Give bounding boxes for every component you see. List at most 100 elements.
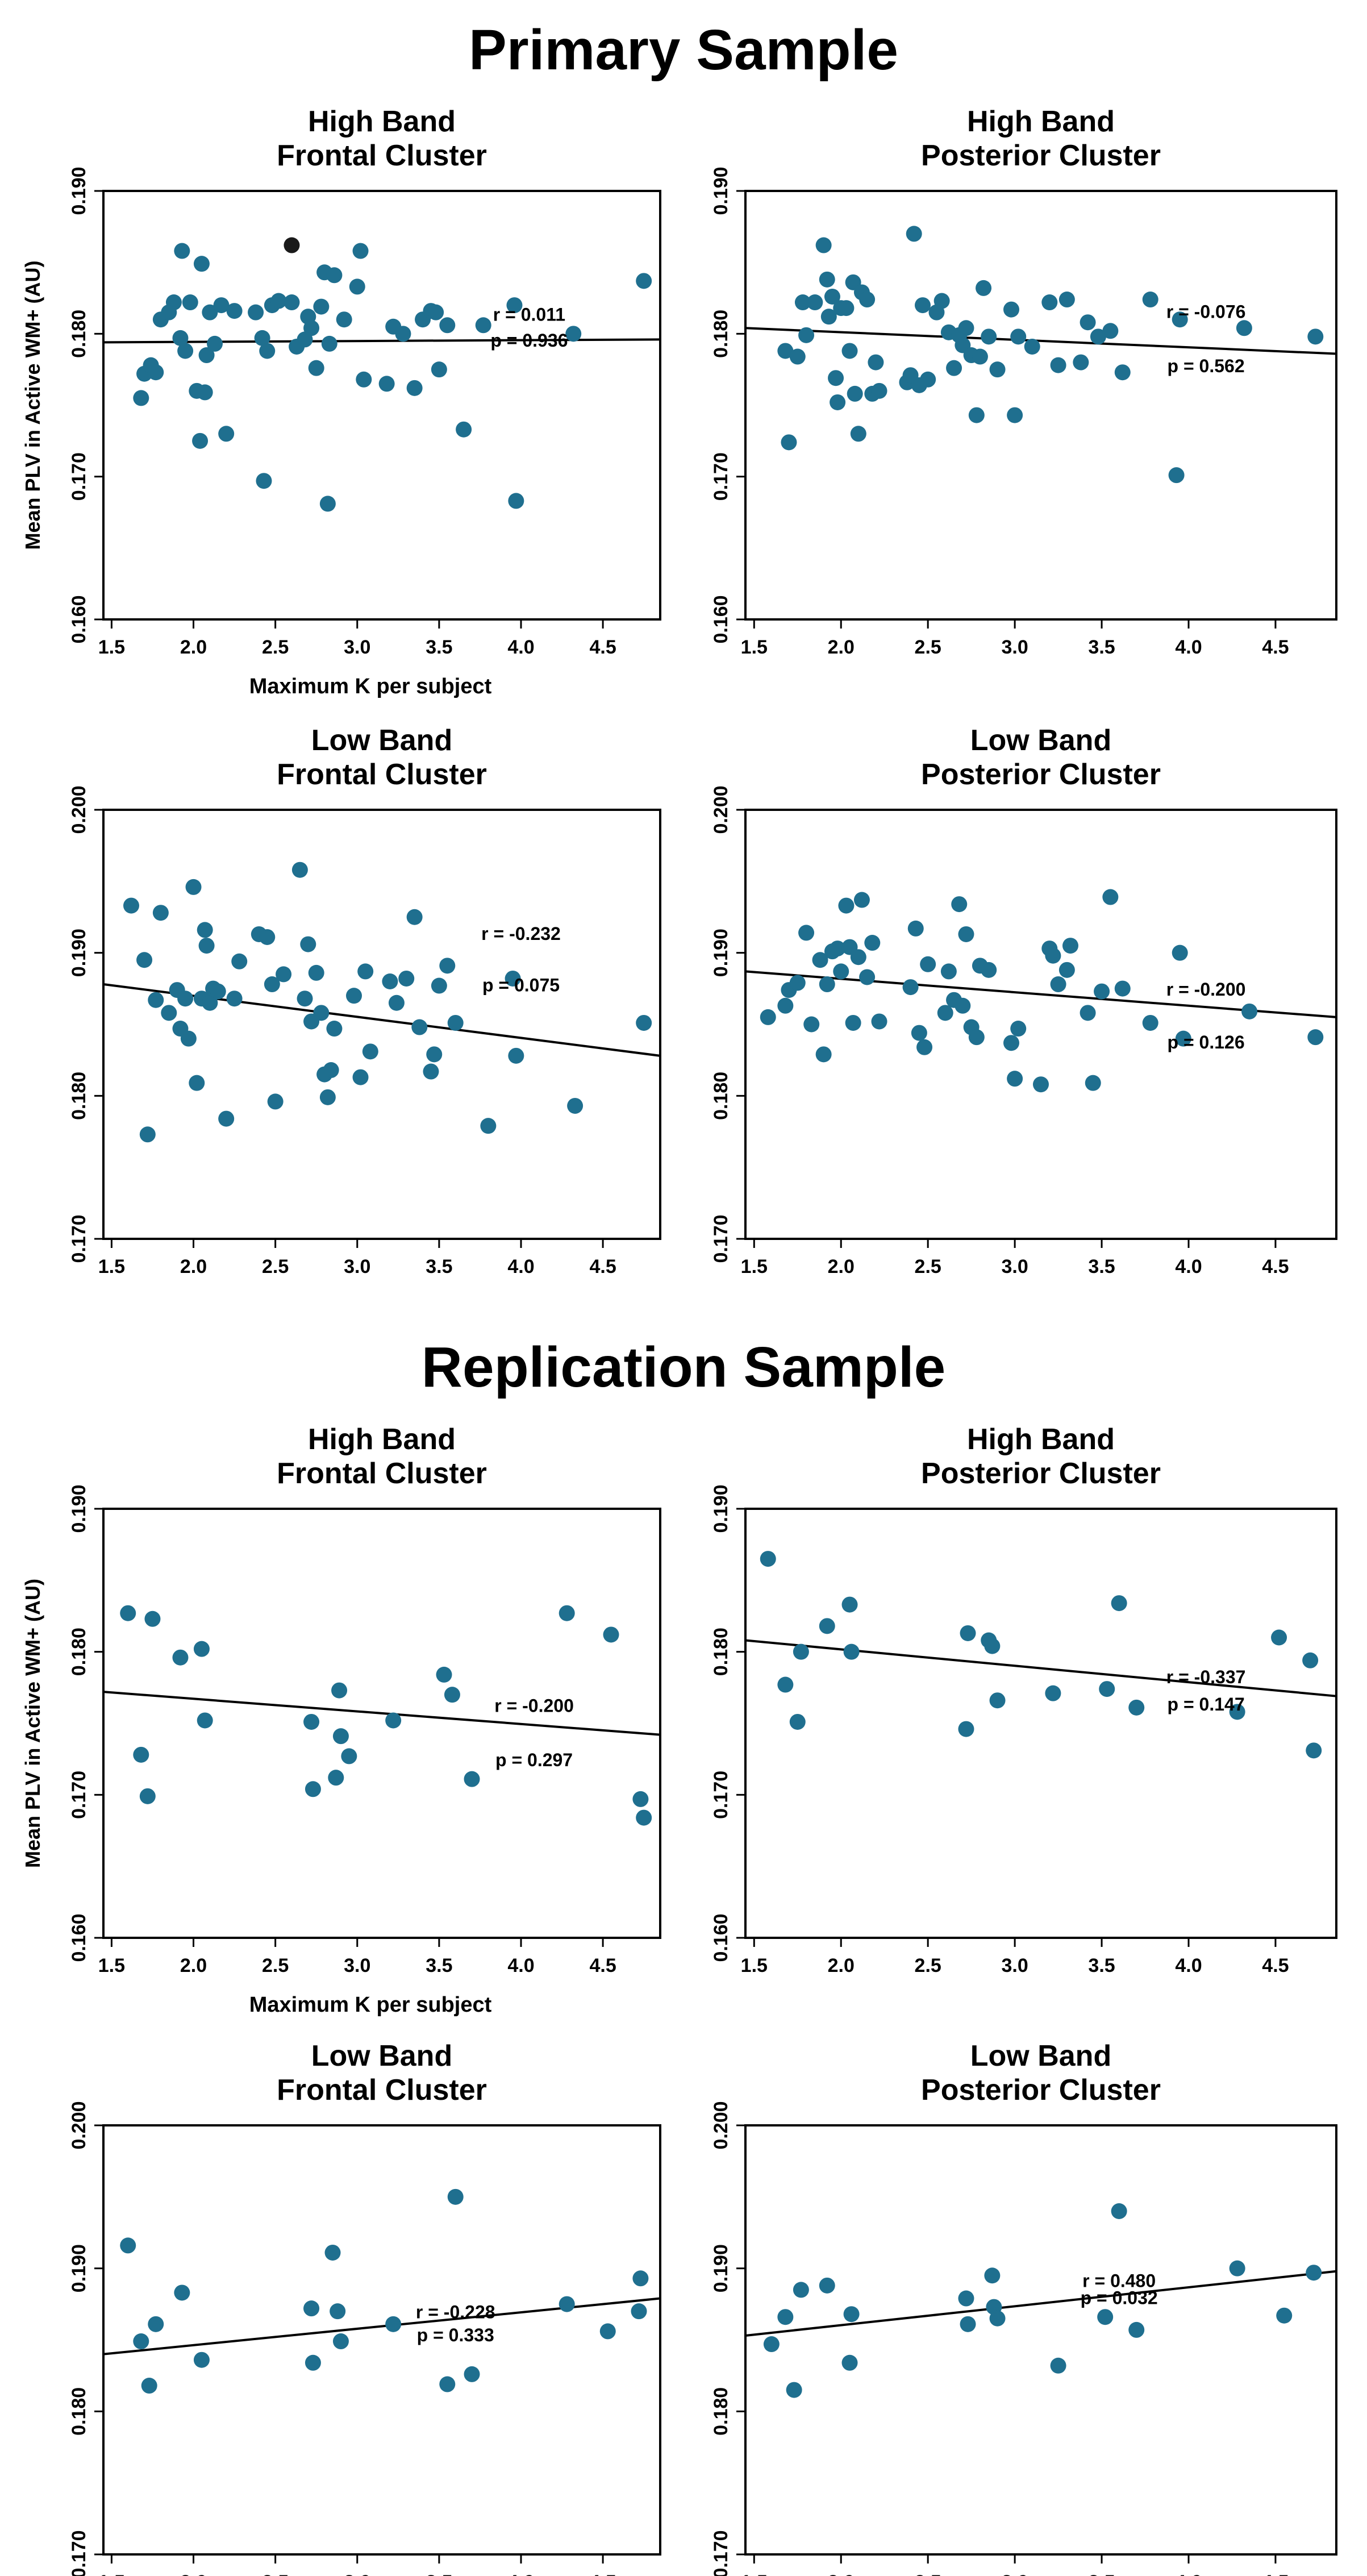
chart-title-line-1: Low Band [970, 724, 1111, 757]
data-point [346, 988, 362, 1004]
data-point [989, 1692, 1006, 1709]
x-tick-label: 1.5 [98, 1955, 125, 1976]
data-point [1306, 1742, 1322, 1759]
data-point [559, 1605, 575, 1621]
data-point [182, 294, 198, 311]
data-point [968, 1029, 985, 1046]
x-tick-label: 1.5 [741, 1256, 768, 1277]
data-point [1307, 1029, 1324, 1046]
data-point [803, 1016, 820, 1033]
data-point [139, 1788, 156, 1804]
y-axis-label: Mean PLV in Active WM+ (AU) [21, 260, 44, 550]
data-point [843, 1643, 860, 1660]
data-point [428, 304, 444, 321]
x-tick-label: 3.0 [1001, 1955, 1028, 1976]
data-point [1080, 314, 1096, 331]
data-point [139, 1126, 156, 1143]
data-point [1041, 294, 1058, 311]
data-point [213, 297, 230, 314]
data-point [336, 311, 352, 328]
data-point [406, 909, 423, 925]
data-point [937, 1005, 953, 1021]
data-point [951, 896, 968, 913]
data-point [777, 2309, 794, 2325]
x-tick-label: 4.5 [589, 636, 616, 658]
x-tick-label: 1.5 [98, 2571, 125, 2576]
data-point [830, 940, 846, 957]
data-point [1085, 1075, 1101, 1091]
data-point [218, 426, 235, 442]
data-point [352, 1069, 369, 1085]
y-tick-label: 0.160 [68, 1913, 90, 1962]
data-point [636, 1809, 652, 1826]
x-tick-label: 1.5 [741, 1955, 768, 1976]
correlation-r-label: r = -0.200 [494, 1695, 574, 1716]
data-point [480, 1118, 497, 1134]
data-point [1302, 1652, 1319, 1668]
x-tick-label: 2.5 [915, 1955, 941, 1976]
data-point [830, 394, 846, 410]
data-point [968, 407, 985, 423]
data-point [144, 1610, 161, 1627]
data-point [902, 979, 919, 996]
data-point [332, 2333, 349, 2350]
x-tick-label: 4.0 [507, 1955, 534, 1976]
data-point [841, 343, 858, 359]
x-tick-label: 3.5 [1088, 2571, 1115, 2576]
plot-frame [102, 190, 661, 621]
chart-title-line-2: Posterior Cluster [921, 139, 1161, 172]
data-point [1010, 328, 1027, 345]
data-point [406, 380, 423, 396]
regression-line [745, 970, 1337, 1018]
data-point [824, 288, 840, 305]
x-tick-label: 1.5 [741, 2571, 768, 2576]
data-point [989, 2310, 1006, 2327]
data-point [352, 243, 369, 259]
data-point [1045, 1685, 1061, 1701]
data-point [218, 1110, 235, 1127]
chart-title-line-2: Frontal Cluster [277, 1457, 487, 1490]
x-tick-label: 2.0 [828, 2571, 855, 2576]
data-point [1128, 2321, 1145, 2338]
data-point [505, 970, 521, 987]
data-point [303, 2300, 320, 2317]
data-point [847, 385, 863, 402]
correlation-p-label: p = 0.147 [1168, 1694, 1245, 1714]
x-tick-label: 3.0 [344, 1256, 370, 1277]
chart-title-line-2: Posterior Cluster [921, 758, 1161, 791]
data-point [920, 956, 936, 972]
data-point [264, 976, 280, 993]
data-point [197, 1712, 213, 1729]
x-tick-label: 1.5 [98, 1256, 125, 1277]
y-tick-label: 0.170 [68, 1214, 90, 1263]
data-point [599, 2323, 616, 2340]
data-point [1062, 938, 1078, 954]
data-point [165, 294, 182, 311]
data-point-highlight [284, 237, 300, 253]
data-point [828, 370, 844, 386]
data-point [833, 963, 849, 980]
data-point [807, 294, 823, 311]
data-point [1024, 338, 1040, 355]
data-point [1111, 2203, 1127, 2219]
x-axis-label: Maximum K per subject [249, 675, 492, 698]
data-point [815, 1046, 832, 1063]
correlation-r-label: r = -0.337 [1166, 1667, 1246, 1687]
chart-title-line-1: Low Band [311, 2040, 452, 2073]
data-point [161, 1005, 177, 1021]
y-tick-label: 0.190 [710, 167, 732, 215]
data-point [793, 1643, 809, 1660]
plot-frame [102, 809, 661, 1240]
data-point [567, 1097, 584, 1114]
x-tick-label: 3.0 [1001, 2571, 1028, 2576]
correlation-p-label: p = 0.936 [490, 330, 568, 351]
data-point [1073, 354, 1089, 371]
data-point [256, 473, 272, 489]
data-point [1097, 2309, 1114, 2325]
section-title-replication: Replication Sample [422, 1335, 945, 1399]
x-tick-label: 3.0 [344, 1955, 370, 1976]
